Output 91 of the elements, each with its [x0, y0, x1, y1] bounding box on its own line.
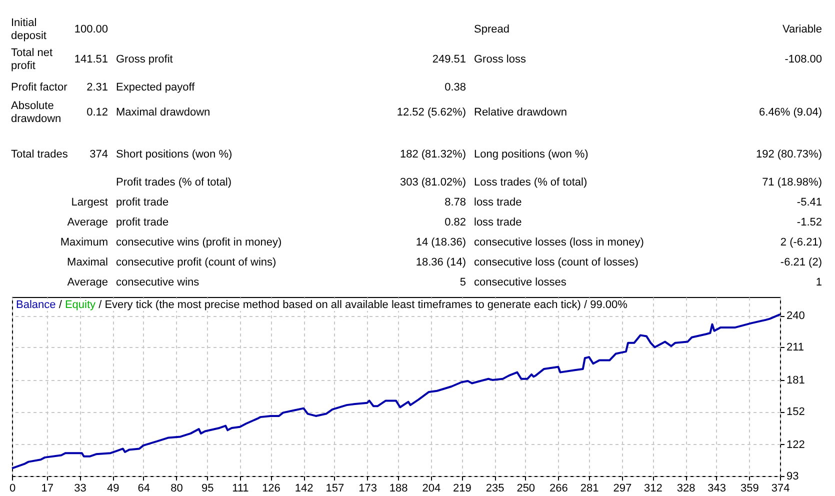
x-tick-label: 235	[486, 482, 504, 494]
text: 12.52 (5.62%)	[396, 106, 466, 120]
text: consecutive losses (loss in money)	[474, 236, 644, 250]
text: Initial deposit	[11, 17, 48, 43]
y-tick-label: 211	[786, 342, 804, 354]
text: 192 (80.73%)	[756, 148, 822, 162]
text: consecutive profit (count of wins)	[116, 256, 276, 270]
text: 303 (81.02%)	[400, 176, 466, 190]
x-tick-label: 297	[613, 482, 632, 494]
x-tick-label: 64	[138, 482, 150, 494]
x-tick-label: 266	[550, 482, 568, 494]
text: 0.38	[444, 82, 466, 94]
x-tick-label: 126	[262, 482, 280, 494]
text: -5.41	[796, 196, 822, 210]
chart-subtitle: / Every tick (the most precise method based on all available least timeframes to generate each tick) / 99.00%	[98, 299, 628, 311]
x-tick-label: 374	[771, 482, 790, 494]
text: Absolute drawdown	[11, 100, 62, 126]
x-tick-label: 157	[326, 482, 344, 494]
text: 1	[816, 276, 822, 290]
x-tick-label: 204	[422, 482, 441, 494]
text: 182 (81.32%)	[400, 148, 466, 162]
text: Short positions (won %)	[116, 148, 232, 162]
x-tick-label: 343	[708, 482, 726, 494]
x-tick-label: 219	[453, 482, 472, 494]
y-tick-label: 240	[786, 310, 805, 322]
x-tick-label: 359	[740, 482, 759, 494]
text: consecutive wins	[116, 276, 200, 290]
text: consecutive wins (profit in money)	[116, 236, 282, 250]
annotation: /	[58, 299, 62, 311]
x-tick-label: 80	[170, 482, 183, 494]
text: Loss trades (% of total)	[474, 176, 588, 190]
text: 0.12	[86, 106, 108, 120]
text: Profit trades (% of total)	[116, 176, 232, 190]
text: profit trade	[116, 216, 169, 230]
text: 6.46% (9.04)	[759, 106, 822, 120]
x-tick-label: 95	[201, 482, 214, 494]
text: Long positions (won %)	[474, 148, 588, 162]
text: Profit factor	[11, 82, 68, 94]
x-tick-label: 250	[516, 482, 536, 494]
text: Balance	[16, 299, 56, 311]
x-tick-label: 312	[644, 482, 662, 494]
line-series	[11, 313, 781, 470]
text: 71 (18.98%)	[762, 176, 822, 190]
text: loss trade	[474, 216, 522, 230]
text: Expected payoff	[116, 82, 195, 94]
text: Gross profit	[116, 54, 173, 66]
text: Gross loss	[474, 54, 526, 66]
x-tick-label: 188	[389, 482, 408, 494]
text: 2 (-6.21)	[780, 236, 822, 250]
text: 18.36 (14)	[416, 256, 466, 270]
text: 141.51	[74, 54, 108, 66]
text: Total net profit	[11, 47, 54, 73]
legend-label: Equity	[64, 299, 96, 311]
text: 14 (18.36)	[416, 236, 466, 250]
x-tick-label: 281	[580, 482, 599, 494]
text: Relative drawdown	[474, 106, 567, 120]
text: Total trades	[11, 148, 69, 162]
text: Largest	[71, 196, 108, 210]
x-tick-label: 0	[9, 482, 16, 494]
text: -1.52	[796, 216, 822, 230]
text: Variable	[782, 24, 822, 36]
text: Average	[67, 216, 108, 230]
text: Average	[67, 276, 108, 290]
x-tick-label: 33	[74, 482, 86, 494]
x-tick-label: 173	[358, 482, 377, 494]
text: 5	[460, 276, 466, 290]
text: Maximal drawdown	[116, 106, 210, 120]
y-tick-label: 152	[786, 406, 805, 418]
text: Maximal	[67, 256, 108, 270]
text: Spread	[474, 24, 510, 36]
text: consecutive losses	[474, 276, 566, 290]
y-tick-label: 93	[786, 470, 799, 482]
y-tick-label: 122	[786, 438, 805, 451]
text: 2.31	[86, 82, 108, 94]
text: profit trade	[116, 196, 169, 210]
text: 0.82	[444, 216, 466, 230]
text: 100.00	[74, 24, 108, 36]
text: Maximum	[60, 236, 108, 250]
text: loss trade	[474, 196, 522, 210]
x-tick-label: 111	[232, 482, 249, 494]
x-tick-label: 142	[294, 482, 314, 494]
x-tick-label: 17	[41, 482, 54, 494]
text: consecutive loss (count of losses)	[474, 256, 638, 270]
x-tick-label: 328	[676, 482, 696, 494]
x-tick-label: 49	[106, 482, 120, 494]
text: 249.51	[432, 54, 466, 66]
text: 374	[90, 148, 108, 162]
y-tick-label: 181	[786, 374, 805, 386]
text: -108.00	[784, 54, 822, 66]
text: 8.78	[444, 196, 466, 210]
text: -6.21 (2)	[780, 256, 822, 270]
